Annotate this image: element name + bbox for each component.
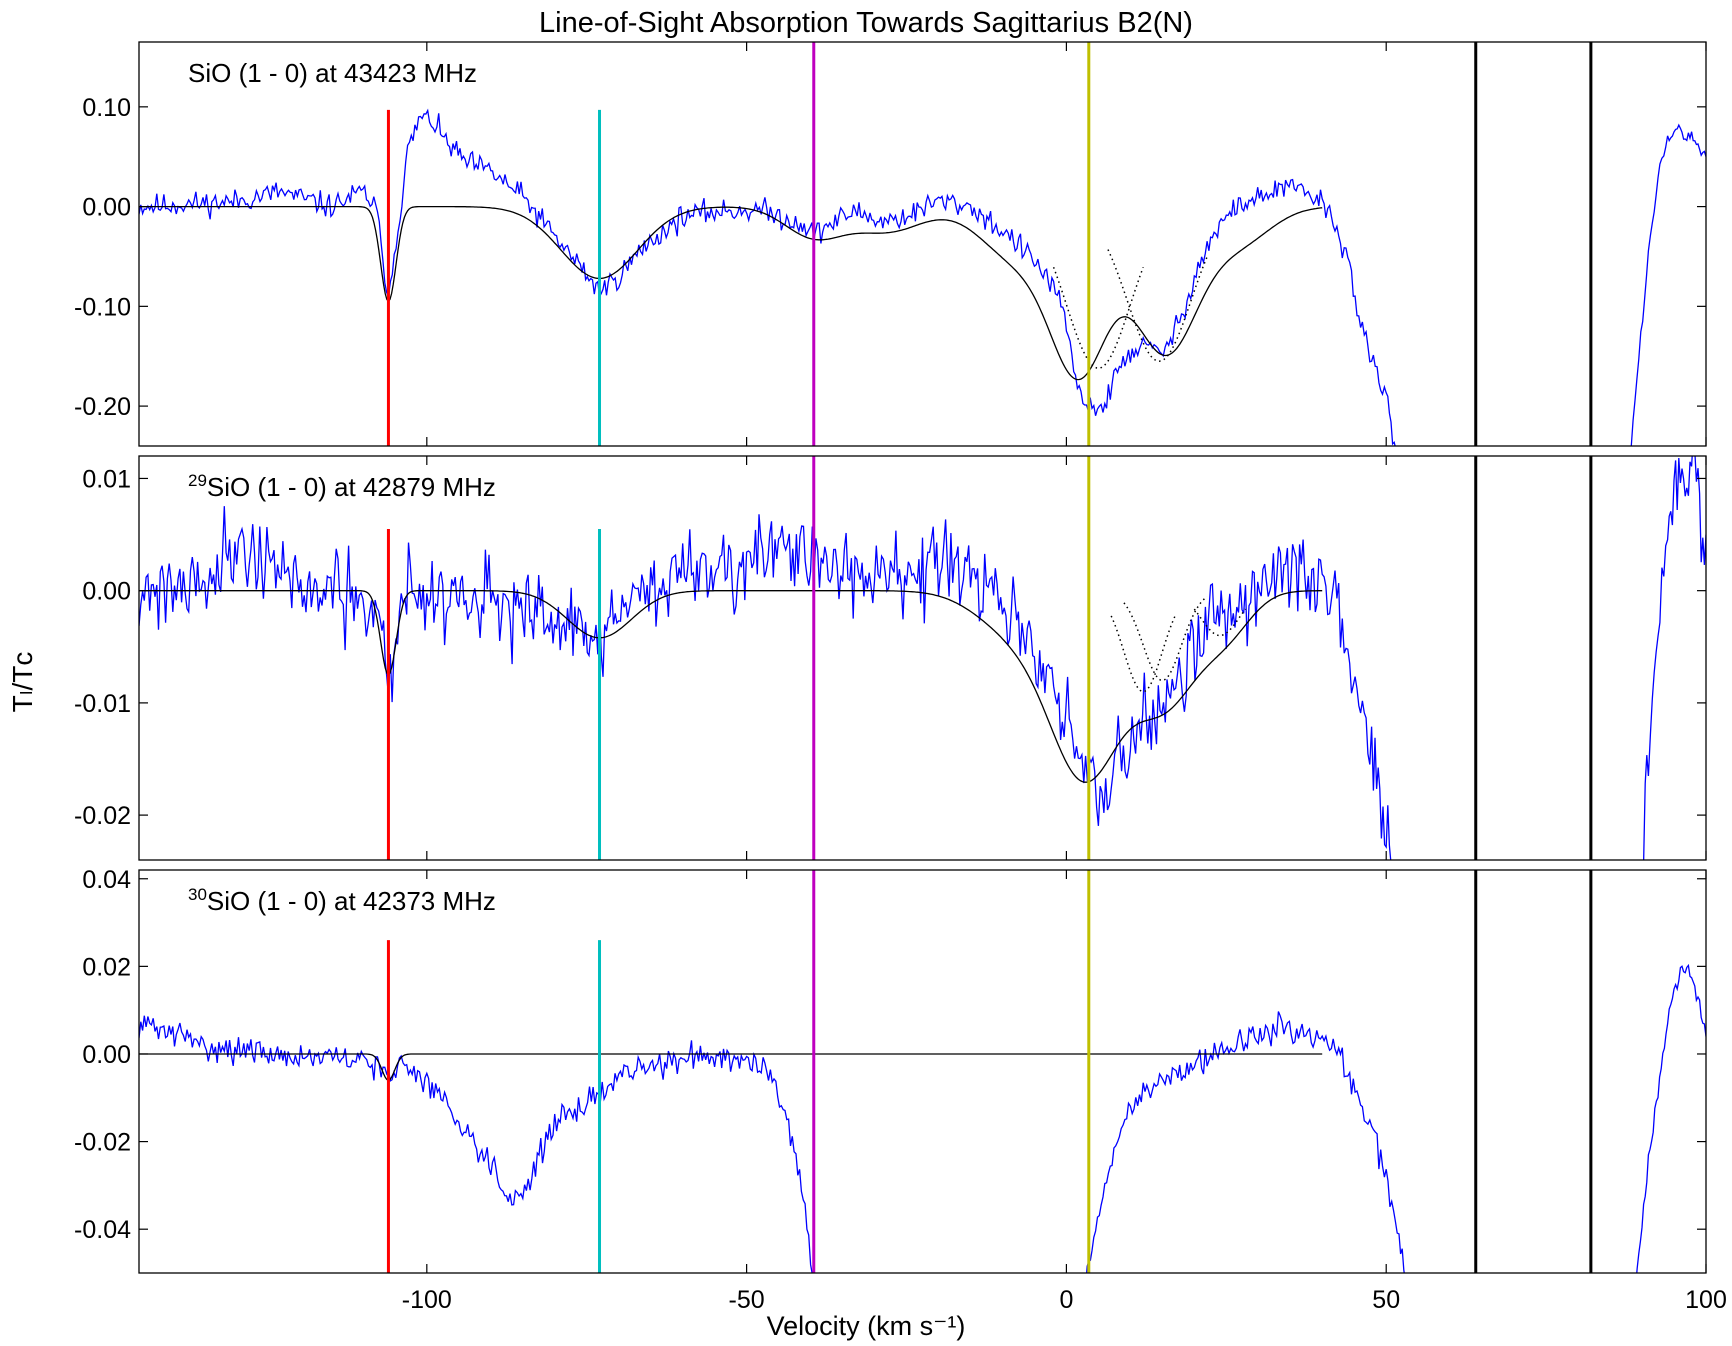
axes-frame <box>138 41 1707 447</box>
axes-frame <box>138 455 1707 861</box>
panel-2: 0.01 0.00 -0.01 -0.02 29SiO (1 - 0) at 42879… <box>74 455 1707 861</box>
y-tick-label: 0.04 <box>82 866 131 894</box>
x-tick-label: 100 <box>1685 1286 1727 1314</box>
fit-line <box>139 1053 1323 1082</box>
plot-area-2 <box>139 456 1706 860</box>
spectrum-line <box>1636 963 1706 1273</box>
panel-label-text: SiO (1 - 0) at 42373 MHz <box>207 886 496 916</box>
fit-component-line <box>1123 595 1208 682</box>
chart-title: Line-of-Sight Absorption Towards Sagitta… <box>539 7 1193 39</box>
x-tick-label: 0 <box>1059 1286 1073 1314</box>
plot-area-1 <box>139 108 1706 446</box>
x-axis-label: Velocity (km s⁻¹) <box>767 1311 966 1341</box>
y-tick-label: 0.00 <box>82 1041 131 1069</box>
y-tick-label: -0.10 <box>74 293 131 321</box>
x-tick-label: -100 <box>402 1286 452 1314</box>
y-tick-label: -0.04 <box>74 1216 131 1244</box>
fit-line <box>139 590 1323 783</box>
x-tick-label: -50 <box>729 1286 765 1314</box>
y-tick-label: 0.00 <box>82 194 131 222</box>
x-tick-label: 50 <box>1372 1286 1400 1314</box>
panels-group: 0.10 0.00 -0.10 -0.20 SiO (1 - 0) at 43423 M… <box>74 41 1727 1314</box>
panel-label: SiO (1 - 0) at 43423 MHz <box>188 58 477 88</box>
y-tick-label: -0.01 <box>74 690 131 718</box>
panel-3: 0.04 0.02 0.00 -0.02 -0.04 30SiO (1 - 0) at 4… <box>74 866 1707 1274</box>
spectrum-line <box>139 108 1396 446</box>
y-tick-label: 0.10 <box>82 94 131 122</box>
fit-component-line <box>1107 249 1208 362</box>
spectrum-line <box>139 1015 813 1273</box>
panel-label-text: SiO (1 - 0) at 42879 MHz <box>207 472 496 502</box>
panel-1: 0.10 0.00 -0.10 -0.20 SiO (1 - 0) at 43423 M… <box>74 41 1707 447</box>
y-tick-label: 0.01 <box>82 465 131 493</box>
fit-component-line <box>1193 608 1247 637</box>
y-tick-label: 0.02 <box>82 953 131 981</box>
panel-label: 30SiO (1 - 0) at 42373 MHz <box>188 885 496 916</box>
y-tick-label: -0.02 <box>74 1129 131 1157</box>
y-tick-label: 0.00 <box>82 578 131 606</box>
isotope-superscript: 30 <box>188 885 207 904</box>
isotope-superscript: 29 <box>188 471 207 490</box>
plot-area-3 <box>139 963 1706 1273</box>
y-tick-label: -0.02 <box>74 802 131 830</box>
fit-line <box>139 205 1323 381</box>
spectrum-line <box>1085 1011 1405 1273</box>
spectrum-line <box>1643 456 1706 860</box>
y-axis-label: Tₗ/Tᴄ <box>7 652 38 713</box>
fit-component-line <box>1052 266 1144 369</box>
spectrum-line <box>139 506 1393 860</box>
spectrum-line <box>1630 123 1706 446</box>
y-tick-label: -0.20 <box>74 393 131 421</box>
fit-component-line <box>1110 615 1176 693</box>
axes-frame <box>138 869 1707 1274</box>
panel-label: 29SiO (1 - 0) at 42879 MHz <box>188 471 496 502</box>
